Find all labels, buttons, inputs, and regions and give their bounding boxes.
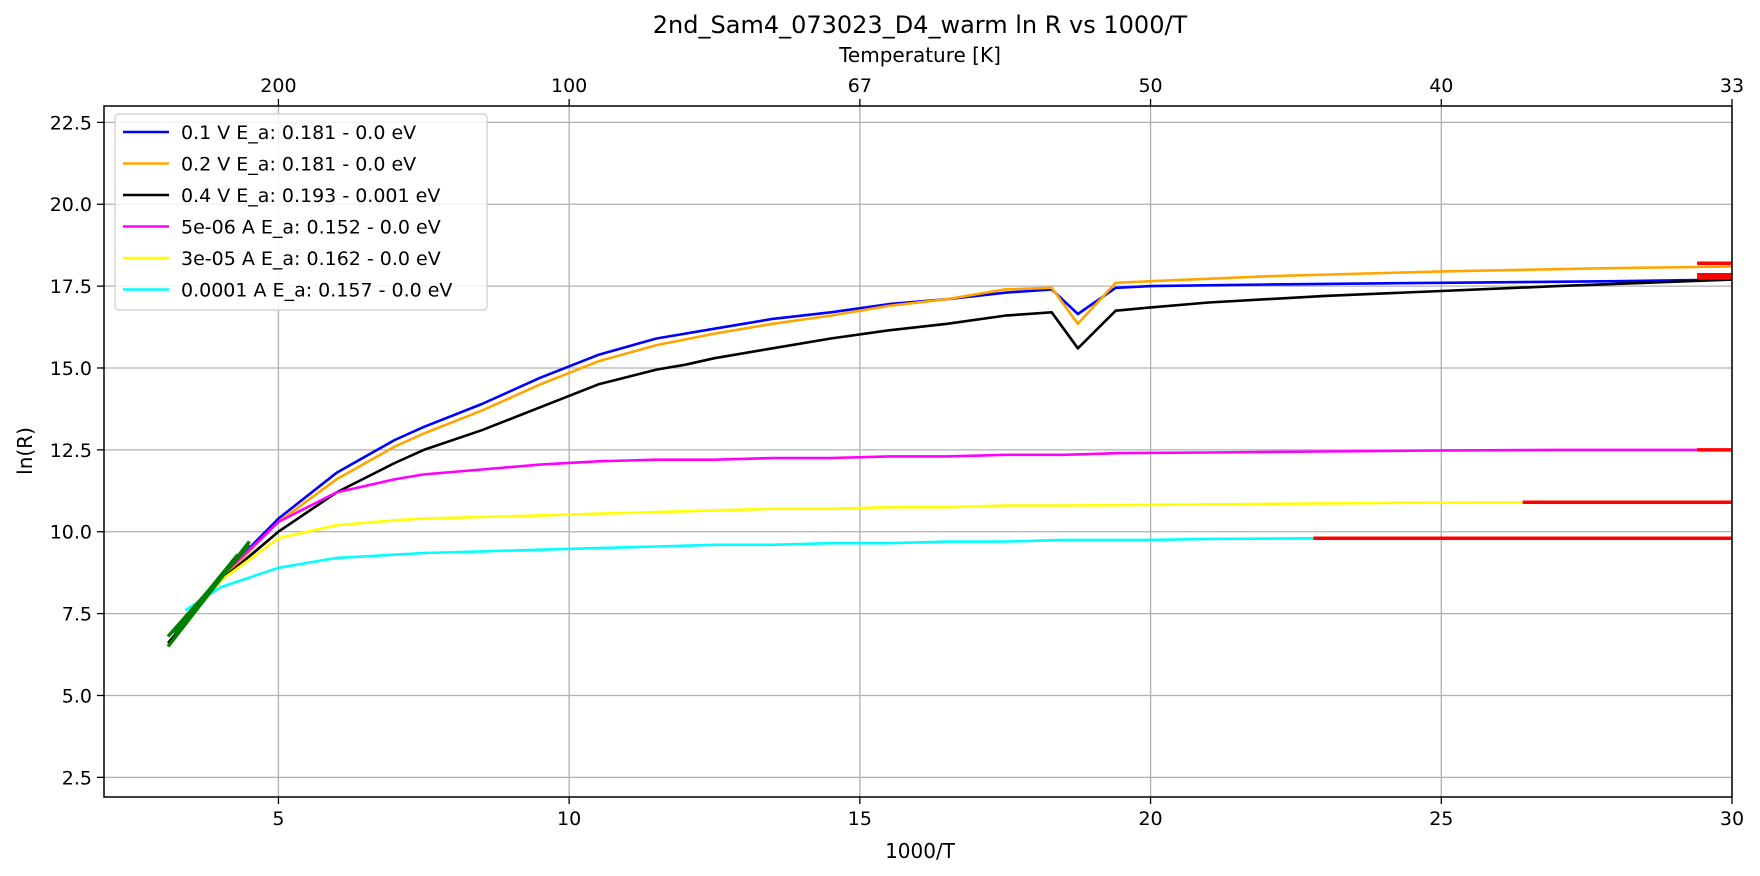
x-axis-label: 1000/T (885, 839, 956, 863)
fit-lines (166, 261, 1732, 648)
series-line (184, 278, 1733, 622)
legend: 0.1 V E_a: 0.181 - 0.0 eV 0.2 V E_a: 0.18… (114, 113, 488, 311)
series-line (184, 448, 1732, 622)
series-line (167, 278, 1733, 644)
x-tick-label: 5 (272, 808, 284, 830)
top-tick-label: 200 (260, 75, 296, 97)
legend-label: 3e-05 A E_a: 0.162 - 0.0 eV (181, 248, 441, 270)
x-tick-label: 15 (848, 808, 872, 830)
y-tick-label: 2.5 (62, 767, 92, 789)
legend-box (114, 113, 488, 311)
chart-title: 2nd_Sam4_073023_D4_warm ln R vs 1000/T (653, 11, 1188, 39)
top-tick-label: 50 (1138, 75, 1162, 97)
data-series (167, 265, 1733, 644)
x-tick-label: 30 (1720, 808, 1744, 830)
legend-label: 0.1 V E_a: 0.181 - 0.0 eV (181, 122, 416, 144)
top-axis-label: Temperature [K] (838, 43, 1001, 67)
y-tick-label: 5.0 (62, 685, 92, 707)
y-tick-label: 15.0 (50, 358, 92, 380)
top-tick-label: 100 (551, 75, 587, 97)
y-tick-label: 20.0 (50, 194, 92, 216)
axis-ticks: 5 10 15 20 25 30 2.5 5.0 7.5 10.0 12.5 15.0 17.5 20.0… (50, 75, 1744, 830)
fit-line (172, 553, 240, 635)
top-tick-label: 40 (1429, 75, 1453, 97)
series-line (184, 537, 1314, 612)
series-line (184, 265, 1733, 625)
top-tick-label: 67 (848, 75, 872, 97)
plot-frame (103, 105, 1733, 798)
x-tick-label: 10 (557, 808, 581, 830)
y-axis-label: ln(R) (13, 427, 37, 475)
y-tick-label: 12.5 (50, 440, 92, 462)
x-tick-label: 25 (1429, 808, 1453, 830)
legend-label: 5e-06 A E_a: 0.152 - 0.0 eV (181, 217, 441, 239)
y-tick-label: 10.0 (50, 522, 92, 544)
legend-label: 0.4 V E_a: 0.193 - 0.001 eV (181, 185, 440, 207)
x-tick-label: 20 (1138, 808, 1162, 830)
legend-label: 0.0001 A E_a: 0.157 - 0.0 eV (181, 280, 452, 302)
series-line (184, 500, 1529, 625)
legend-label: 0.2 V E_a: 0.181 - 0.0 eV (181, 154, 416, 176)
y-tick-label: 7.5 (62, 604, 92, 626)
y-tick-label: 17.5 (50, 276, 92, 298)
top-tick-label: 33 (1720, 75, 1744, 97)
y-tick-label: 22.5 (50, 112, 92, 134)
